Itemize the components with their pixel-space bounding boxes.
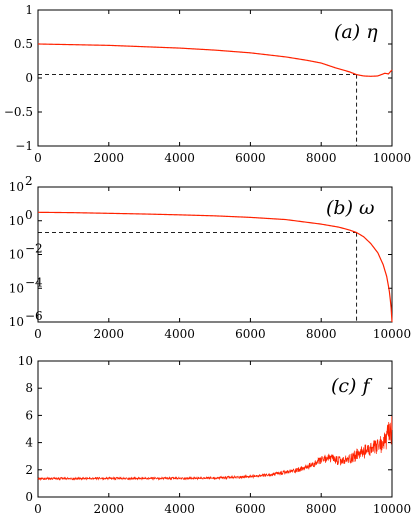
- y-tick-exponent: 0: [25, 208, 33, 222]
- series-line: [37, 211, 393, 323]
- y-tick-label: 4: [25, 436, 33, 450]
- x-tick-label: 6000: [235, 502, 266, 516]
- y-tick-label: 6: [25, 408, 33, 422]
- y-tick-label: 10: [18, 354, 33, 368]
- x-tick-label: 8000: [306, 327, 337, 341]
- x-tick-label: 10000: [373, 502, 411, 516]
- x-tick-label: 0: [34, 502, 42, 516]
- y-tick-label: 0: [25, 490, 33, 504]
- x-tick-label: 4000: [164, 327, 195, 341]
- y-tick-label: 8: [25, 381, 33, 395]
- x-tick-label: 0: [34, 327, 42, 341]
- x-tick-label: 2000: [94, 502, 125, 516]
- x-tick-label: 8000: [306, 151, 337, 165]
- y-tick-label: 10: [9, 180, 24, 194]
- x-tick-label: 4000: [164, 502, 195, 516]
- y-tick-exponent: −6: [25, 309, 43, 323]
- panel-title: (c) f: [331, 375, 373, 397]
- panel-3: 0 2000 4000 6000 8000 10000 0 2 4 6 8 10 (c) f: [18, 354, 411, 516]
- y-tick-exponent: 2: [25, 174, 33, 188]
- panel-1: 0 2000 4000 6000 8000 10000 −1 −0.5 0 0.5 1 (a) η: [4, 3, 411, 165]
- y-tick-exponent: −4: [25, 275, 43, 289]
- y-tick-label: 0.5: [14, 37, 33, 51]
- panel-title: (a) η: [334, 21, 378, 43]
- y-tick-label: −1: [15, 139, 33, 153]
- x-tick-label: 10000: [373, 151, 411, 165]
- y-tick-label: 1: [25, 3, 33, 17]
- panel-title: (b) ω: [326, 197, 375, 219]
- x-tick-label: 0: [34, 151, 42, 165]
- x-tick-label: 10000: [373, 327, 411, 341]
- y-tick-label: 10: [9, 315, 24, 329]
- x-tick-label: 6000: [235, 327, 266, 341]
- x-tick-label: 4000: [164, 151, 195, 165]
- x-tick-label: 2000: [94, 151, 125, 165]
- x-tick-label: 8000: [306, 502, 337, 516]
- y-tick-exponent: −2: [25, 242, 43, 256]
- y-tick-label: 10: [9, 281, 24, 295]
- y-tick-label: −0.5: [4, 105, 33, 119]
- y-tick-label: 2: [25, 463, 33, 477]
- y-tick-label: 10: [9, 248, 24, 262]
- y-tick-label: 0: [25, 71, 33, 85]
- y-tick-label: 10: [9, 214, 24, 228]
- series-line: [37, 43, 393, 77]
- x-tick-label: 2000: [94, 327, 125, 341]
- x-tick-label: 6000: [235, 151, 266, 165]
- series-line: [37, 416, 393, 482]
